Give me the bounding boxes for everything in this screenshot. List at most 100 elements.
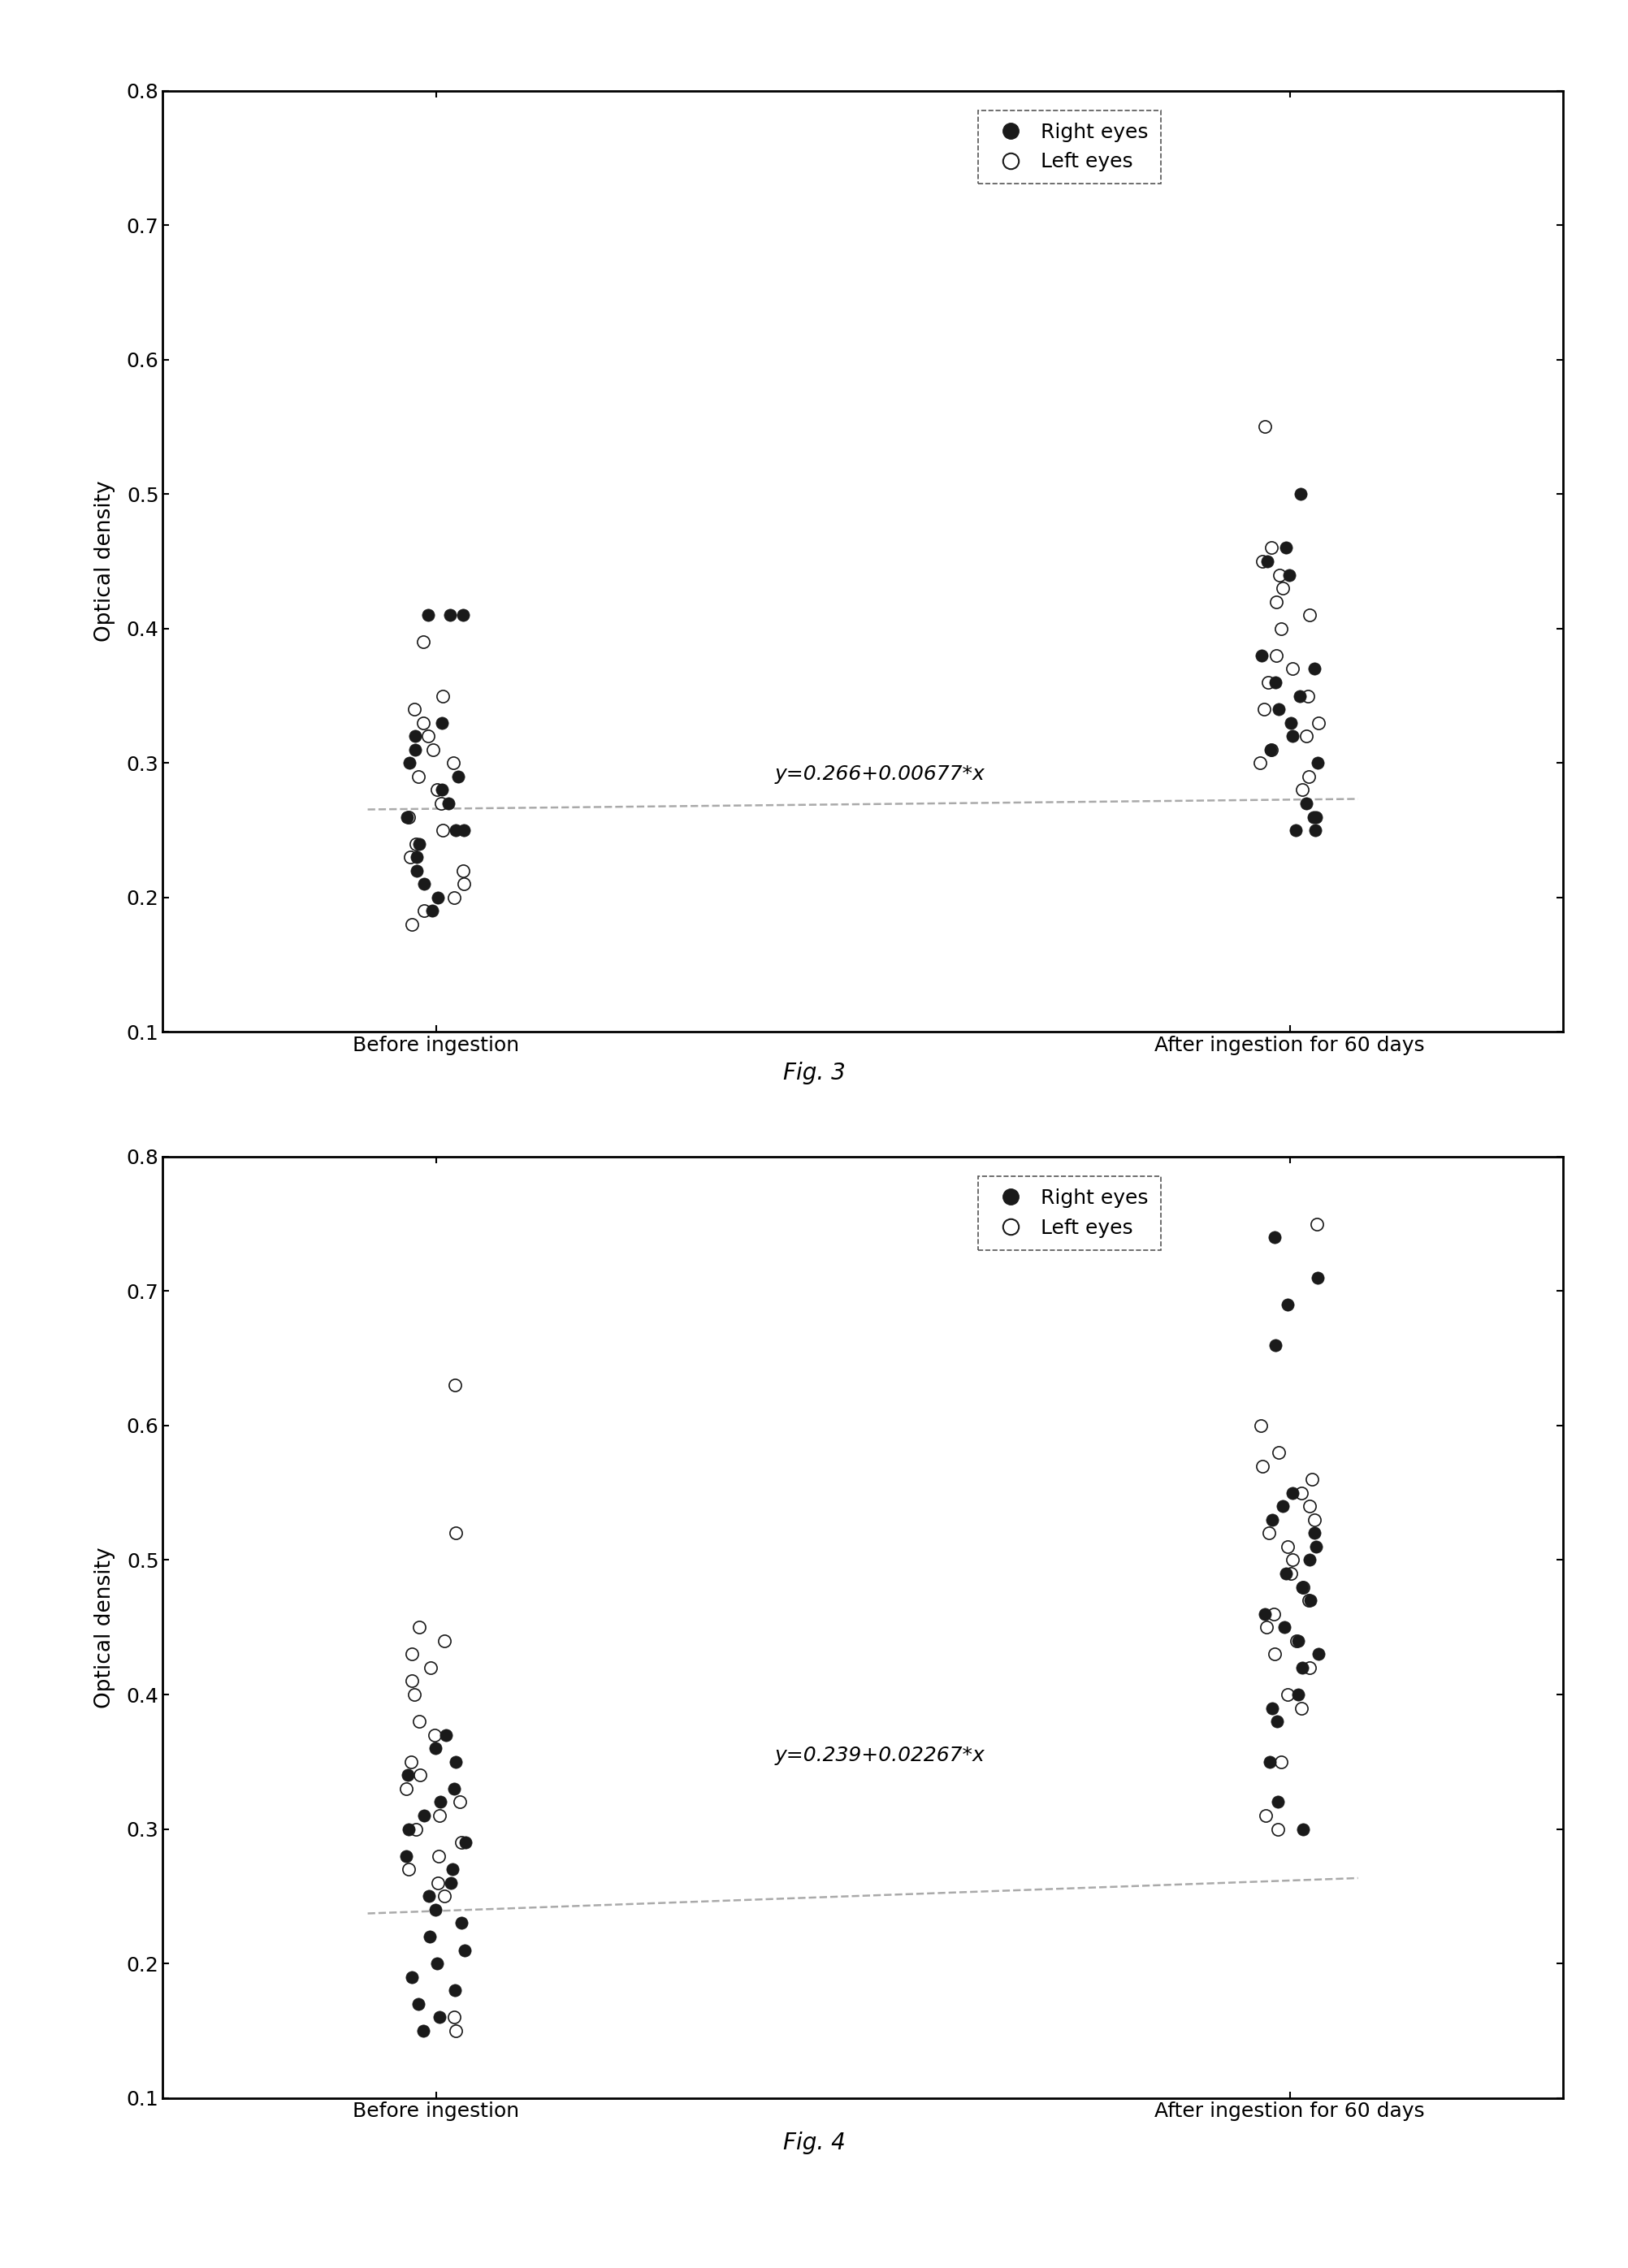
Point xyxy=(1252,692,1278,728)
Text: Fig. 3: Fig. 3 xyxy=(783,1061,845,1084)
Point xyxy=(428,785,454,821)
Point xyxy=(422,1717,448,1753)
Point xyxy=(404,826,430,862)
Point xyxy=(423,1892,449,1928)
Point xyxy=(1270,569,1296,606)
Point xyxy=(1304,1259,1330,1295)
Point xyxy=(428,705,454,742)
Point xyxy=(1250,1447,1276,1483)
Point xyxy=(451,866,477,903)
Point xyxy=(1263,583,1289,619)
Point xyxy=(1254,1796,1280,1833)
Point xyxy=(405,758,431,794)
Point xyxy=(405,1987,431,2023)
Point xyxy=(443,2012,469,2048)
Point xyxy=(422,1730,448,1767)
Point xyxy=(1306,1635,1332,1672)
Point xyxy=(1304,1207,1330,1243)
Point xyxy=(1289,1569,1315,1606)
Point xyxy=(430,678,456,714)
Point xyxy=(441,1973,467,2009)
Point xyxy=(397,744,423,780)
Point xyxy=(1289,1569,1315,1606)
Point xyxy=(1280,1542,1306,1579)
Point xyxy=(427,1785,453,1821)
Point xyxy=(433,1717,459,1753)
Point xyxy=(449,596,475,633)
Point xyxy=(394,798,420,835)
Point xyxy=(1301,651,1327,687)
Y-axis label: Optical density: Optical density xyxy=(94,481,116,642)
Point xyxy=(410,2012,436,2048)
Point xyxy=(430,812,456,848)
Point xyxy=(443,1515,469,1551)
Point xyxy=(397,839,423,875)
Point xyxy=(1304,744,1330,780)
Point xyxy=(1271,1610,1298,1647)
Point xyxy=(425,1837,451,1873)
Point xyxy=(1276,556,1302,592)
Point xyxy=(1258,1690,1284,1726)
Point xyxy=(1299,1461,1325,1497)
Point xyxy=(1265,1703,1291,1740)
Point xyxy=(1280,1474,1306,1510)
Point xyxy=(1268,610,1294,646)
Point xyxy=(453,1823,479,1860)
Point xyxy=(425,1946,451,1982)
Point xyxy=(1258,1501,1284,1538)
Point xyxy=(396,1851,422,1887)
Point xyxy=(418,1649,444,1685)
Point xyxy=(441,880,467,916)
Point xyxy=(436,596,462,633)
Point xyxy=(425,880,451,916)
Point xyxy=(1265,692,1291,728)
Point xyxy=(1262,1220,1288,1256)
Point xyxy=(1254,1610,1280,1647)
Point xyxy=(402,719,428,755)
Point xyxy=(394,1837,420,1873)
Point xyxy=(1262,1635,1288,1672)
Point xyxy=(1247,1408,1273,1445)
Point xyxy=(410,705,436,742)
Point xyxy=(1289,1810,1315,1846)
Point xyxy=(399,1635,425,1672)
Point xyxy=(1265,1433,1291,1470)
Point xyxy=(1249,637,1275,674)
Point xyxy=(1289,1649,1315,1685)
Point xyxy=(1302,812,1328,848)
Point xyxy=(407,1610,433,1647)
Legend: Right eyes, Left eyes: Right eyes, Left eyes xyxy=(978,1177,1161,1250)
Point xyxy=(402,1676,428,1712)
Point xyxy=(1283,1622,1309,1658)
Point xyxy=(396,798,422,835)
Point xyxy=(1275,1529,1301,1565)
Point xyxy=(1273,531,1299,567)
Point xyxy=(1293,785,1319,821)
Point xyxy=(441,1771,467,1808)
Point xyxy=(412,866,438,903)
Point xyxy=(1288,476,1314,513)
Point xyxy=(1263,1327,1289,1363)
Point xyxy=(402,692,428,728)
Point xyxy=(1258,730,1284,767)
Point xyxy=(405,826,431,862)
Point xyxy=(1255,1515,1281,1551)
Point xyxy=(1301,1515,1327,1551)
Point xyxy=(405,1703,431,1740)
Point xyxy=(412,894,438,930)
Point xyxy=(415,1878,441,1914)
Point xyxy=(1265,1810,1291,1846)
Point xyxy=(441,1998,467,2034)
Point xyxy=(1268,1744,1294,1780)
Point xyxy=(1273,1556,1299,1592)
Point xyxy=(399,1662,425,1699)
Point xyxy=(1252,408,1278,445)
Point xyxy=(435,785,461,821)
Point xyxy=(1286,678,1312,714)
Point xyxy=(449,1823,475,1860)
Point xyxy=(1252,1597,1278,1633)
Point xyxy=(1278,1556,1304,1592)
Point xyxy=(440,1851,466,1887)
Point xyxy=(1254,544,1280,581)
Point xyxy=(1257,1744,1283,1780)
